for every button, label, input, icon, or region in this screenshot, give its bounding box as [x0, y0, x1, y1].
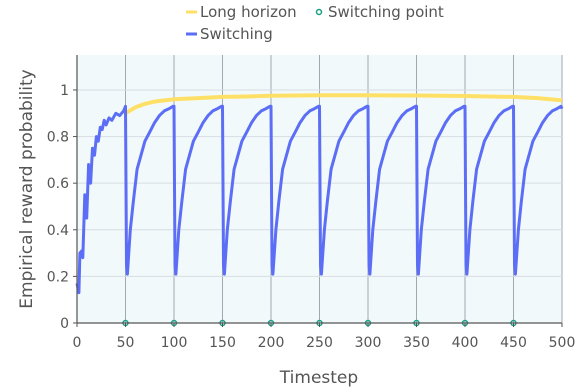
x-tick-label: 100 [161, 335, 188, 351]
x-tick-label: 0 [73, 335, 82, 351]
legend-label: Long horizon [200, 3, 297, 21]
y-tick-label: 0 [60, 316, 69, 332]
x-tick-label: 250 [306, 335, 333, 351]
tick-labels: 0 50 100 150 200 250 300 350 400 450 500 0 0.2 0.4 0.6… [47, 83, 576, 351]
y-tick-label: 0.4 [47, 223, 69, 239]
x-tick-label: 50 [117, 335, 135, 351]
x-tick-label: 450 [500, 335, 527, 351]
y-tick-label: 0.8 [47, 130, 69, 146]
y-tick-label: 0.6 [47, 176, 69, 192]
x-tick-label: 400 [452, 335, 479, 351]
series-line-switching [75, 104, 564, 295]
legend-item-switching-point: Switching point [315, 3, 444, 21]
legend-label: Switching [200, 25, 273, 43]
x-tick-label: 350 [403, 335, 430, 351]
x-tick-label: 500 [549, 335, 576, 351]
x-axis-title: Timestep [279, 368, 358, 388]
x-tick-label: 200 [258, 335, 285, 351]
legend-swatch [315, 8, 323, 16]
x-tick-label: 300 [355, 335, 382, 351]
legend: Long horizon Switching Switching point [186, 3, 444, 43]
legend-label: Switching point [328, 3, 444, 21]
series-line-long-horizon [124, 93, 563, 116]
legend-item-long-horizon: Long horizon [186, 3, 297, 21]
y-axis-title: Empirical reward probability [17, 69, 37, 308]
y-tick-label: 0.2 [47, 269, 69, 285]
legend-item-switching: Switching [186, 25, 273, 43]
y-tick-label: 1 [60, 83, 69, 99]
x-tick-label: 150 [209, 335, 236, 351]
